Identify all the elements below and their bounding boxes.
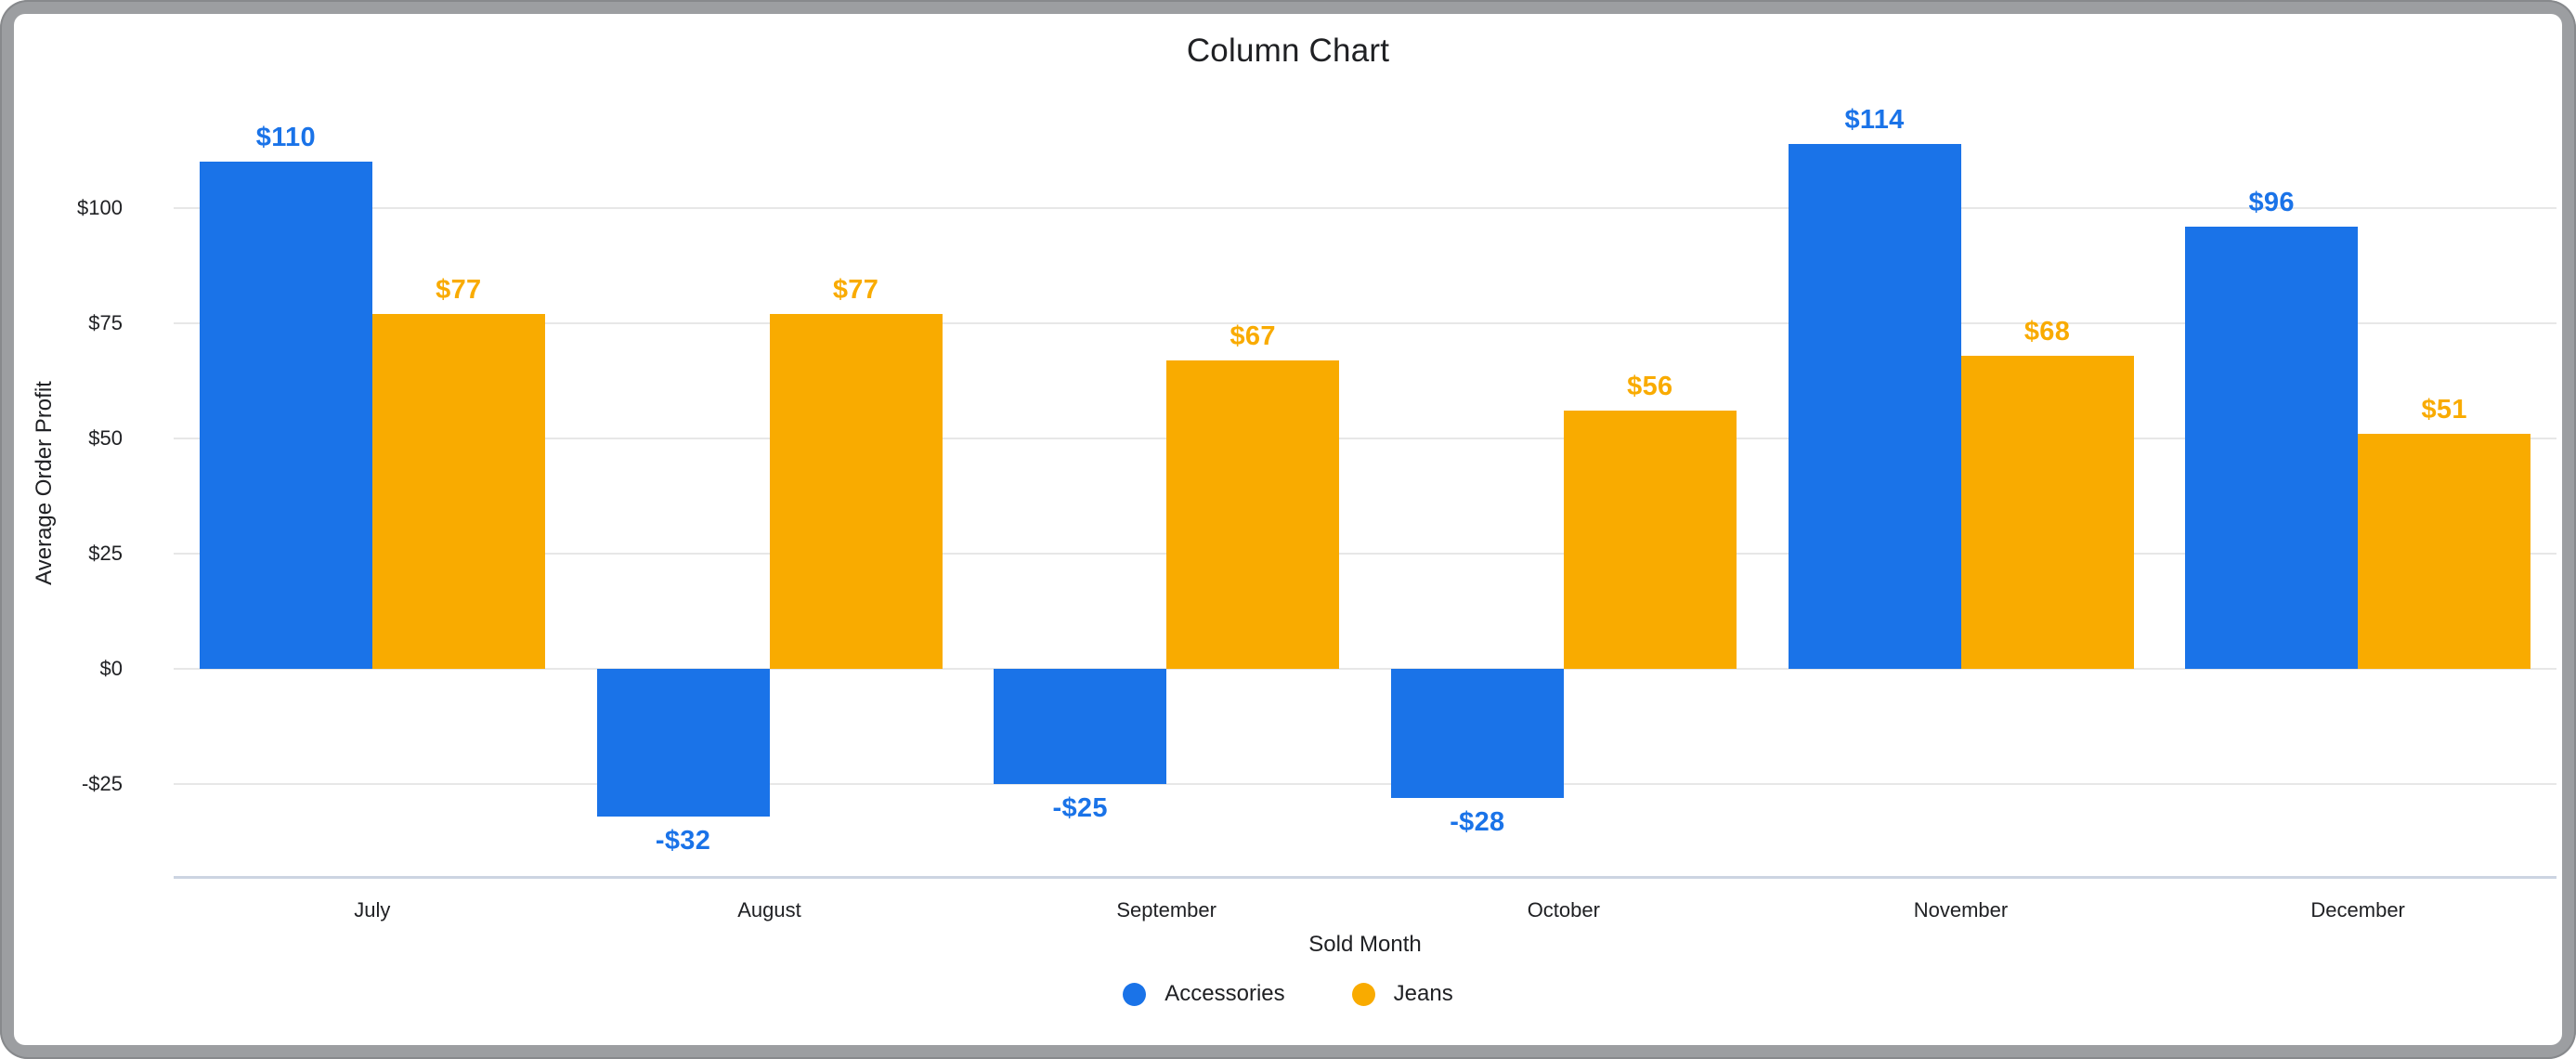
x-tick-label-july: July	[354, 898, 391, 922]
y-tick-label: -$25	[81, 771, 123, 795]
bar-accessories-july[interactable]	[199, 162, 372, 669]
legend-label-jeans: Jeans	[1393, 981, 1453, 1006]
bar-value-label: $110	[255, 123, 316, 153]
bar-jeans-july[interactable]	[371, 314, 545, 669]
bar-jeans-december[interactable]	[2358, 433, 2531, 669]
x-axis-line	[174, 876, 2556, 879]
legend-item-accessories[interactable]: Accessories	[1123, 981, 1285, 1007]
bar-value-label: $77	[436, 275, 482, 306]
bar-value-label: -$25	[1052, 792, 1108, 823]
bar-jeans-august[interactable]	[769, 314, 943, 669]
chart-card: Column Chart Average Order Profit $110 -$…	[14, 14, 2562, 1045]
y-tick-label: $0	[99, 656, 123, 680]
x-tick-label-october: October	[1527, 898, 1600, 922]
gridline	[174, 206, 2556, 209]
legend-label-accessories: Accessories	[1164, 981, 1285, 1006]
x-tick-label-november: November	[1913, 898, 2009, 922]
bar-value-label: -$32	[655, 825, 711, 856]
bar-value-label: $96	[2248, 187, 2295, 217]
bar-accessories-november[interactable]	[1788, 143, 1961, 669]
x-axis-title: Sold Month	[1308, 932, 1422, 957]
x-tick-label-september: September	[1116, 898, 1216, 922]
legend-swatch-accessories-icon	[1123, 982, 1147, 1006]
bar-accessories-december[interactable]	[2185, 226, 2359, 669]
bar-value-label: -$28	[1450, 806, 1505, 837]
bar-jeans-october[interactable]	[1563, 411, 1737, 669]
bar-value-label: $51	[2421, 394, 2467, 425]
plot-area: $110 -$32 -$25 -$28 $114 $96 $77 $77 $67 $56 $68 $5…	[174, 93, 2556, 876]
bar-accessories-august[interactable]	[596, 668, 770, 817]
y-tick-label: $50	[88, 425, 123, 450]
bar-value-label: $68	[2023, 316, 2071, 346]
bar-value-label: $56	[1627, 372, 1673, 402]
bar-value-label: $77	[832, 275, 879, 306]
bar-jeans-september[interactable]	[1166, 360, 1340, 669]
bar-value-label: $114	[1844, 104, 1905, 135]
legend-item-jeans[interactable]: Jeans	[1351, 981, 1453, 1007]
chart-title: Column Chart	[1186, 33, 1390, 69]
gridline	[174, 437, 2556, 439]
bar-jeans-november[interactable]	[1960, 355, 2134, 669]
bar-accessories-september[interactable]	[994, 668, 1167, 784]
gridline	[174, 782, 2556, 785]
gridline	[174, 321, 2556, 324]
gridline	[174, 667, 2556, 670]
bar-accessories-october[interactable]	[1390, 668, 1564, 798]
x-tick-label-august: August	[737, 898, 801, 922]
legend: Accessories Jeans	[14, 978, 2562, 1010]
legend-swatch-jeans-icon	[1351, 982, 1375, 1006]
x-tick-label-december: December	[2310, 898, 2405, 922]
y-tick-label: $100	[77, 195, 123, 219]
bar-value-label: $67	[1229, 320, 1276, 351]
y-tick-label: $75	[88, 310, 123, 334]
gridline	[174, 552, 2556, 555]
y-tick-label: $25	[88, 541, 123, 565]
